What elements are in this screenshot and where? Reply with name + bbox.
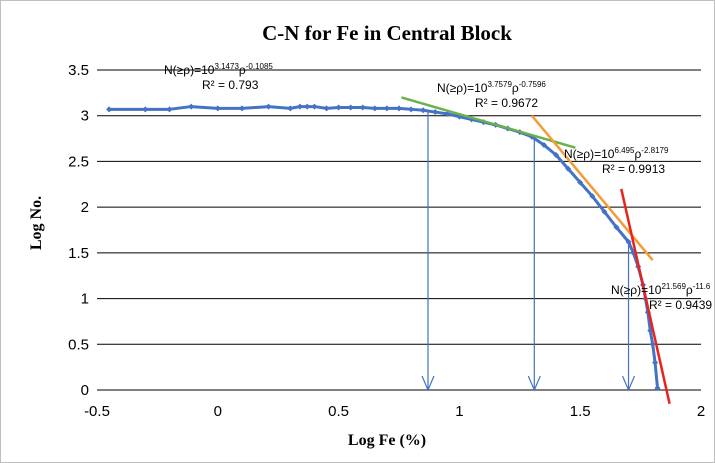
- arrow-head: [621, 375, 636, 392]
- data-point: [347, 104, 354, 111]
- gridlines: [97, 69, 701, 391]
- data-point: [652, 359, 659, 366]
- x-axis-title: Log Fe (%): [348, 432, 426, 449]
- y-tick-labels: 0 0.5 1 1.5 2 2.5 3 3.5: [68, 62, 89, 399]
- data-point: [371, 105, 378, 112]
- y-tick-label: 3.5: [68, 62, 89, 79]
- data-point: [296, 103, 303, 110]
- data-point: [287, 105, 294, 112]
- data-point: [420, 107, 427, 114]
- y-tick-label: 1.5: [68, 245, 89, 262]
- r-squared-text: R² = 0.9672: [475, 96, 538, 110]
- x-tick-label: 2: [697, 403, 705, 420]
- x-tick-label: 1: [455, 403, 463, 420]
- data-point: [265, 103, 272, 110]
- y-axis-title: Log No.: [28, 196, 45, 250]
- data-point: [396, 105, 402, 112]
- y-tick-label: 2: [81, 199, 89, 216]
- data-trace: [109, 105, 660, 389]
- data-point: [577, 179, 584, 186]
- y-tick-label: 1: [81, 291, 89, 308]
- data-point: [565, 165, 572, 172]
- data-point: [188, 103, 195, 110]
- data-point: [166, 106, 173, 113]
- y-tick-label: 0: [81, 382, 89, 399]
- x-tick-label: 0: [214, 403, 222, 420]
- data-point: [540, 141, 547, 148]
- arrow-head: [421, 375, 435, 392]
- equation-text: N(≥ρ)=1021.569ρ-11.6: [611, 282, 711, 297]
- data-point: [335, 104, 342, 111]
- fit-equation: N(≥ρ)=1021.569ρ-11.6R² = 0.9439: [611, 282, 712, 312]
- data-point: [238, 105, 245, 112]
- fit-lines: [401, 96, 671, 404]
- r-squared-text: R² = 0.9913: [602, 162, 665, 176]
- equation-text: N(≥ρ)=106.495ρ-2.8179: [564, 146, 669, 161]
- x-tick-label: 1.5: [570, 403, 591, 420]
- data-point: [311, 103, 318, 110]
- data-point: [654, 385, 661, 392]
- data-point: [589, 193, 596, 200]
- threshold-arrows: [421, 112, 636, 392]
- fit-line: [620, 188, 671, 404]
- arrow-head: [527, 375, 541, 392]
- fit-line: [401, 96, 576, 149]
- y-tick-label: 0.5: [68, 336, 89, 353]
- y-tick-label: 2.5: [68, 153, 89, 170]
- chart-title: C-N for Fe in Central Block: [262, 21, 512, 45]
- equation-text: N(≥ρ)=103.1473ρ-0.1085: [164, 62, 273, 77]
- fit-line: [530, 114, 654, 261]
- data-point: [323, 105, 330, 112]
- x-tick-label: -0.5: [84, 403, 110, 420]
- x-tick-labels: -0.5 0 0.5 1 1.5 2: [84, 403, 705, 420]
- data-point: [142, 106, 149, 113]
- data-point: [625, 238, 632, 245]
- data-point: [304, 103, 311, 110]
- data-point: [649, 341, 656, 348]
- y-tick-label: 3: [81, 108, 89, 125]
- data-point: [359, 104, 366, 111]
- data-point: [214, 105, 221, 112]
- data-point: [432, 109, 439, 116]
- data-point: [383, 105, 390, 112]
- data-point: [613, 224, 620, 231]
- data-point: [601, 208, 608, 215]
- data-point: [553, 152, 560, 159]
- equation-text: N(≥ρ)=103.7579ρ-0.7596: [437, 80, 546, 95]
- r-squared-text: R² = 0.793: [202, 78, 259, 92]
- r-squared-text: R² = 0.9439: [649, 298, 712, 312]
- x-tick-label: 0.5: [328, 403, 349, 420]
- data-point: [106, 106, 113, 113]
- data-point: [408, 106, 415, 113]
